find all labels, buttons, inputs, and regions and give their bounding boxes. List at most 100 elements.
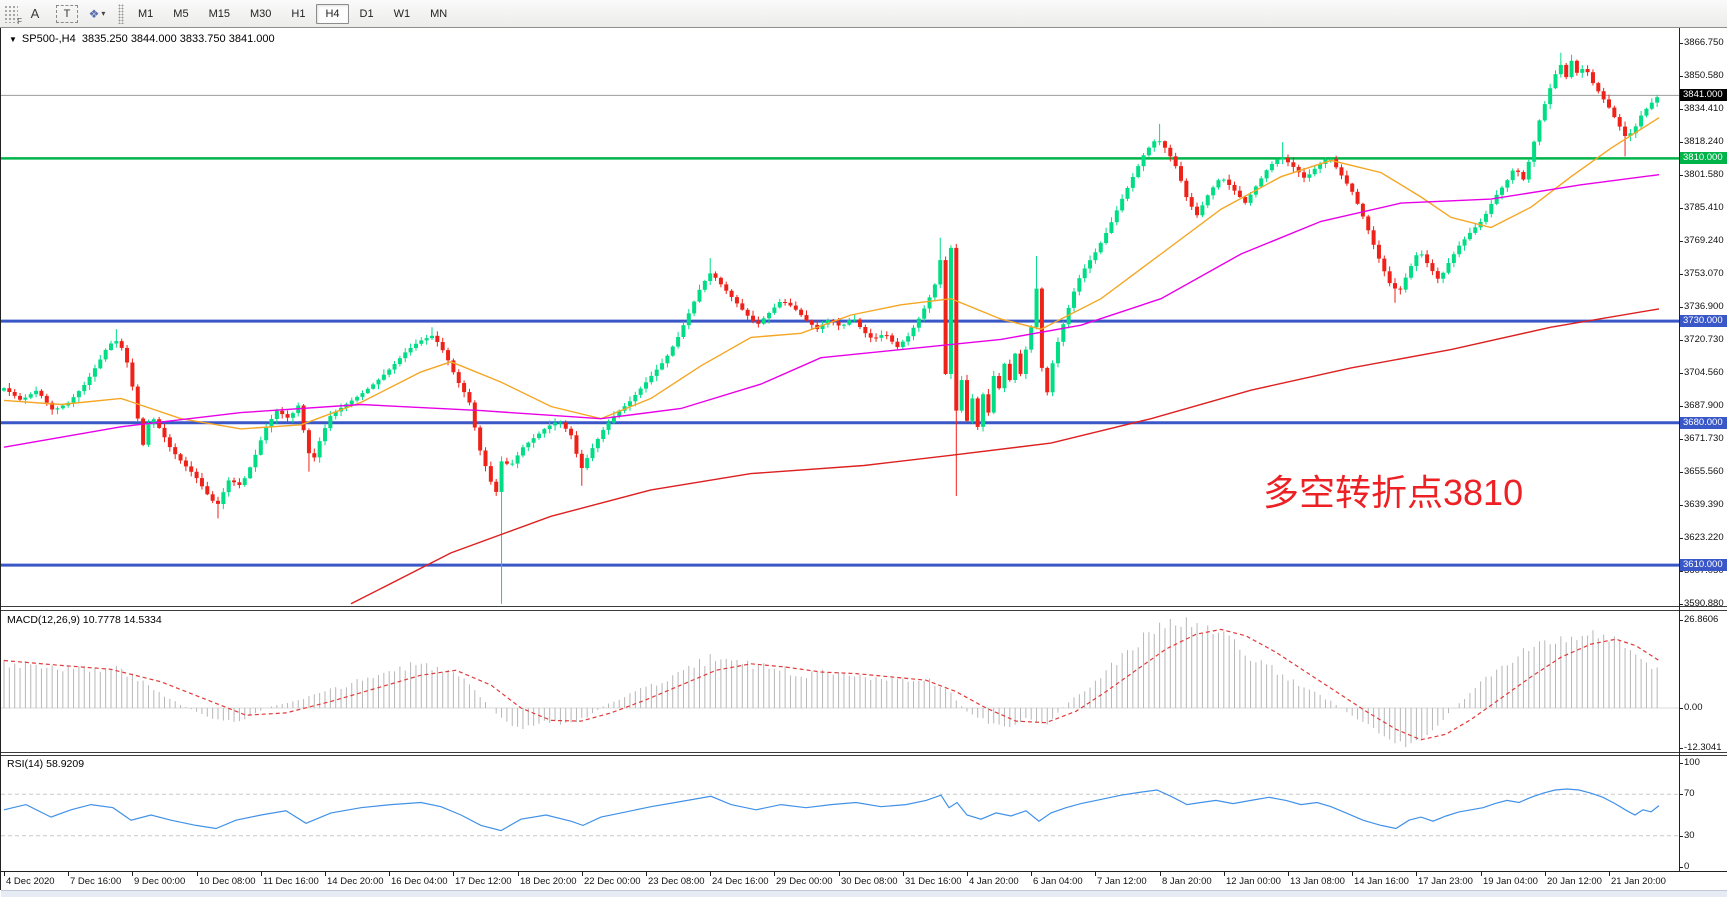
time-tick [1352, 872, 1353, 876]
price-axis-label: 3671.730 [1684, 433, 1724, 444]
toolbar-separator [118, 3, 124, 24]
time-tick [4, 872, 5, 876]
rsi-label: RSI(14) 58.9209 [7, 758, 85, 770]
price-tag-green: 3810.000 [1680, 152, 1727, 164]
objects-grid-icon: F [4, 4, 22, 26]
time-tick [1224, 872, 1225, 876]
macd-value: 10.7778 [82, 614, 121, 626]
time-tick [132, 872, 133, 876]
tf-button-w1[interactable]: W1 [393, 7, 411, 20]
ma-magenta-line [3, 174, 1660, 448]
price-axis-label: 3769.240 [1684, 235, 1724, 246]
time-axis-label: 13 Jan 08:00 [1290, 876, 1345, 887]
time-tick [582, 872, 583, 876]
time-axis-label: 12 Jan 00:00 [1226, 876, 1281, 887]
timeframe-toolbar: M1 M5 M15 M30 H1 H4 D1 W1 MN [128, 3, 457, 24]
time-axis-label: 7 Dec 16:00 [70, 876, 122, 887]
arrows-style-icon: ❖ [88, 6, 100, 21]
time-axis-label: 18 Dec 20:00 [520, 876, 577, 887]
time-tick [1416, 872, 1417, 876]
price-tag-blue: 3680.000 [1680, 417, 1727, 429]
time-tick [967, 872, 968, 876]
time-axis-label: 24 Dec 16:00 [712, 876, 769, 887]
candles [2, 52, 1660, 604]
rsi-axis-label: 100 [1684, 757, 1700, 768]
price-tag-blue: 3730.000 [1680, 315, 1727, 327]
macd-chart [1, 617, 1679, 748]
tf-button-d1[interactable]: D1 [359, 7, 374, 20]
macd-axis-label: 26.8606 [1684, 614, 1719, 625]
time-axis-label: 31 Dec 16:00 [905, 876, 962, 887]
price-axis-label: 3834.410 [1684, 103, 1724, 114]
rsi-axis-label: 70 [1684, 788, 1695, 799]
panel-separator[interactable] [1, 752, 1727, 756]
price-axis-label: 3607.050 [1684, 565, 1724, 576]
chevron-down-icon: ▾ [101, 9, 106, 18]
rsi-panel[interactable]: RSI(14) 58.9209 [1, 756, 1679, 871]
rsi-value: 58.9209 [46, 758, 85, 770]
price-axis-label: 3801.580 [1684, 169, 1724, 180]
ma-orange-line [3, 117, 1660, 430]
time-tick [518, 872, 519, 876]
price-axis-label: 3623.220 [1684, 532, 1724, 543]
macd-signal-value: 14.5334 [123, 614, 162, 626]
price-axis-label: 3687.900 [1684, 400, 1724, 411]
price-axis-label: 3736.900 [1684, 301, 1724, 312]
time-tick [389, 872, 390, 876]
ohlc-close: 3841.000 [228, 33, 275, 45]
arrows-style-button[interactable]: ❖ ▾ [86, 3, 108, 25]
time-axis-label: 20 Jan 12:00 [1547, 876, 1602, 887]
time-tick [839, 872, 840, 876]
tf-button-mn[interactable]: MN [430, 7, 448, 20]
time-axis-label: 14 Dec 20:00 [327, 876, 384, 887]
status-strip [1, 890, 1727, 897]
ohlc-open: 3835.250 [81, 33, 128, 45]
price-axis-border [1679, 28, 1680, 890]
macd-label: MACD(12,26,9) 10.7778 14.5334 [7, 614, 162, 626]
text-box-button[interactable]: T [56, 4, 78, 23]
text-box-icon: T [63, 7, 71, 20]
price-axis-label: 3704.560 [1684, 367, 1724, 378]
tf-button-h4[interactable]: H4 [316, 3, 349, 24]
time-axis-label: 4 Dec 2020 [6, 876, 55, 887]
panel-separator[interactable] [1, 606, 1727, 611]
tf-button-m15[interactable]: M15 [208, 7, 230, 20]
tf-button-m1[interactable]: M1 [138, 7, 154, 20]
time-tick [261, 872, 262, 876]
rsi-axis-label: 30 [1684, 830, 1695, 841]
symbol-dropdown-icon[interactable]: ▼ [9, 35, 17, 44]
time-axis-label: 14 Jan 16:00 [1354, 876, 1409, 887]
text-label-button[interactable]: A [24, 3, 46, 25]
price-axis-label: 3785.410 [1684, 202, 1724, 213]
macd-signal-line [3, 628, 1660, 741]
symbol-ohlc-bar: ▼ SP500-,H4 3835.250 3844.000 3833.750 38… [9, 33, 275, 45]
ohlc-low: 3833.750 [179, 33, 226, 45]
time-axis-label: 16 Dec 04:00 [391, 876, 448, 887]
price-panel[interactable]: ▼ SP500-,H4 3835.250 3844.000 3833.750 38… [1, 28, 1679, 606]
time-axis-label: 7 Jan 12:00 [1097, 876, 1147, 887]
time-tick [903, 872, 904, 876]
candlestick-chart[interactable] [1, 28, 1679, 606]
time-axis-label: 29 Dec 00:00 [776, 876, 833, 887]
macd-panel[interactable]: MACD(12,26,9) 10.7778 14.5334 [1, 611, 1679, 752]
tf-button-m5[interactable]: M5 [173, 7, 189, 20]
tf-button-h1[interactable]: H1 [291, 7, 306, 20]
rsi-chart [1, 788, 1679, 837]
time-axis[interactable]: 4 Dec 2020 7 Dec 16:00 9 Dec 00:00 10 Dec 0… [1, 871, 1727, 890]
time-axis-label: 8 Jan 20:00 [1162, 876, 1212, 887]
symbol-name: SP500-,H4 [21, 33, 76, 45]
time-tick [774, 872, 775, 876]
time-axis-label: 23 Dec 08:00 [648, 876, 705, 887]
time-tick [1545, 872, 1546, 876]
time-axis-label: 22 Dec 00:00 [584, 876, 641, 887]
time-tick [1160, 872, 1161, 876]
annotation-text: 多空转折点3810 [1263, 472, 1524, 513]
time-axis-label: 17 Dec 12:00 [455, 876, 512, 887]
time-axis-label: 19 Jan 04:00 [1483, 876, 1538, 887]
rsi-line [3, 788, 1660, 832]
time-tick [197, 872, 198, 876]
price-axis-label: 3818.240 [1684, 136, 1724, 147]
chart-area: ▼ SP500-,H4 3835.250 3844.000 3833.750 38… [0, 28, 1727, 897]
time-axis-label: 11 Dec 16:00 [263, 876, 319, 887]
tf-button-m30[interactable]: M30 [249, 7, 272, 20]
